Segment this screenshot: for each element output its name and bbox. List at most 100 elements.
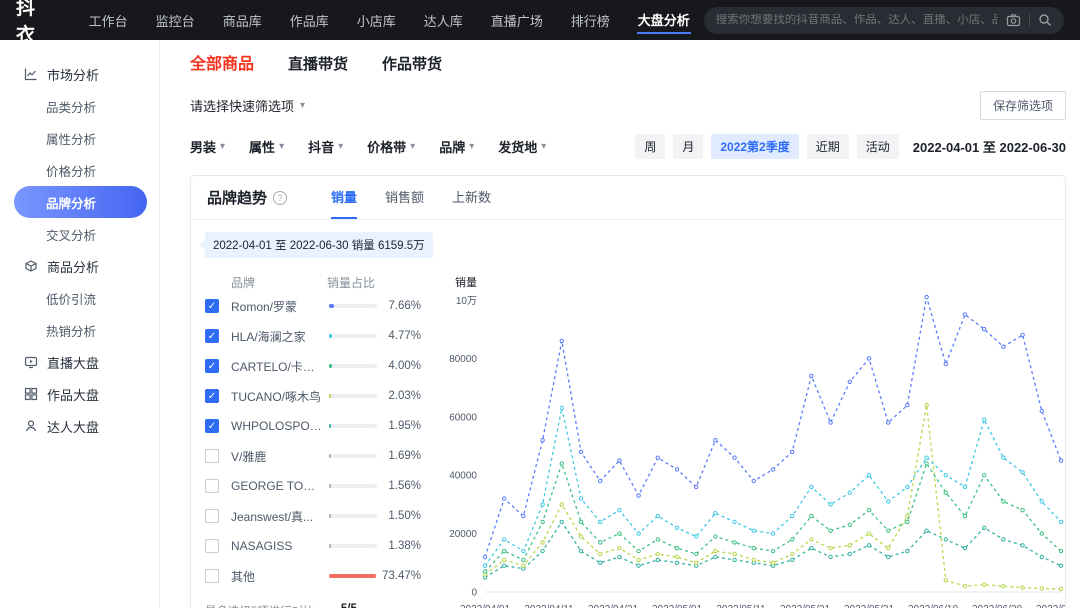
brand-checkbox[interactable]: ✓	[205, 299, 219, 313]
share-bar	[329, 484, 377, 488]
svg-text:销量: 销量	[455, 275, 477, 289]
sidebar-item-label: 品牌分析	[46, 196, 97, 211]
brand-row-9[interactable]: 其他 73.47%	[205, 561, 421, 591]
svg-text:2022/04/01: 2022/04/01	[460, 604, 510, 608]
brand-checkbox[interactable]: ✓	[205, 419, 219, 433]
series-line	[484, 407, 1062, 567]
time-chip-4[interactable]: 活动	[856, 134, 899, 159]
quick-filter-select[interactable]: 请选择快速筛选项 ▾	[190, 96, 305, 115]
svg-text:2022/05/01: 2022/05/01	[652, 604, 702, 608]
sidebar-item-3[interactable]: 价格分析	[0, 154, 159, 186]
search-input[interactable]	[715, 14, 998, 26]
sidebar-item-10[interactable]: 作品大盘	[0, 378, 159, 410]
brand-checkbox[interactable]: ✓	[205, 359, 219, 373]
brand-row-4[interactable]: ✓ WHPOLOSPOR... 1.95%	[205, 411, 421, 441]
nav-item-2[interactable]: 商品库	[222, 13, 262, 29]
image-search-icon[interactable]	[1006, 13, 1021, 27]
brand-row-5[interactable]: V/雅鹿 1.69%	[205, 441, 421, 471]
filter-dropdown-5[interactable]: 发货地 ▾	[498, 137, 546, 156]
trend-chart[interactable]: 销量 10万 0 20000 40000 60000 80000 2022/04/01 2022…	[433, 270, 1066, 608]
sidebar-item-8[interactable]: 热销分析	[0, 314, 159, 346]
nav-item-8[interactable]: 大盘分析	[636, 7, 691, 34]
brand-row-3[interactable]: ✓ TUCANO/啄木鸟 2.03%	[205, 381, 421, 411]
time-chip-3[interactable]: 近期	[806, 134, 849, 159]
nav-item-5[interactable]: 达人库	[423, 13, 463, 29]
time-chip-0[interactable]: 周	[635, 134, 666, 159]
date-range[interactable]: 2022-04-01 至 2022-06-30	[912, 140, 1066, 155]
search-divider	[1029, 14, 1030, 26]
sidebar-item-1[interactable]: 品类分析	[0, 90, 159, 122]
sidebar-item-label: 达人大盘	[47, 419, 100, 435]
top-nav: 抖衣 工作台 监控台 商品库 作品库 小店库 达人库 直播广场 排行榜 大盘分析	[0, 0, 1080, 46]
brand-row-8[interactable]: NASAGISS 1.38%	[205, 531, 421, 561]
brand-checkbox[interactable]	[205, 509, 219, 523]
app-logo[interactable]: 抖衣	[16, 0, 37, 46]
brand-row-6[interactable]: GEORGE TOM... 1.56%	[205, 471, 421, 501]
svg-text:2022/05/31: 2022/05/31	[844, 604, 894, 608]
sidebar-item-4[interactable]: 品牌分析	[14, 186, 147, 218]
sidebar-item-9[interactable]: 直播大盘	[0, 346, 159, 378]
sidebar-item-2[interactable]: 属性分析	[0, 122, 159, 154]
nav-item-0[interactable]: 工作台	[88, 13, 128, 29]
page-tab-1[interactable]: 直播带货	[288, 56, 349, 73]
chevron-down-icon: ▾	[410, 141, 416, 152]
save-filter-button[interactable]: 保存筛选项	[979, 91, 1066, 120]
brand-name: V/雅鹿	[231, 449, 267, 464]
metric-tab-1[interactable]: 销售额	[385, 190, 425, 205]
sidebar-item-11[interactable]: 达人大盘	[0, 410, 159, 442]
chevron-down-icon: ▾	[300, 100, 306, 111]
brand-row-2[interactable]: ✓ CARTELO/卡帝... 4.00%	[205, 351, 421, 381]
nav-item-6[interactable]: 直播广场	[490, 13, 543, 29]
share-percent: 1.56%	[388, 480, 421, 492]
brand-checkbox[interactable]	[205, 479, 219, 493]
brand-checkbox[interactable]: ✓	[205, 329, 219, 343]
brand-checkbox[interactable]	[205, 539, 219, 553]
filter-dropdown-3[interactable]: 价格带 ▾	[367, 137, 415, 156]
filter-dropdown-4[interactable]: 品牌 ▾	[439, 137, 474, 156]
col-header-share: 销量占比	[327, 276, 376, 290]
brand-name: HLA/海澜之家	[231, 329, 306, 344]
nav-item-3[interactable]: 作品库	[289, 13, 329, 29]
search-icon[interactable]	[1038, 13, 1052, 27]
brand-rows: ✓ Romon/罗蒙 7.66% ✓ HLA/海澜之家 4.77% ✓ CARTELO/卡帝.…	[205, 291, 421, 591]
info-icon[interactable]: ?	[273, 190, 288, 205]
sidebar-item-label: 品类分析	[46, 100, 97, 115]
nav-item-1[interactable]: 监控台	[155, 13, 195, 29]
brand-checkbox[interactable]	[205, 569, 219, 583]
share-percent: 2.03%	[388, 390, 421, 402]
nav-item-7[interactable]: 排行榜	[570, 13, 610, 29]
sidebar-item-0[interactable]: 市场分析	[0, 58, 159, 90]
filter-dropdowns: 男装 ▾ 属性 ▾ 抖音 ▾ 价格带 ▾ 品牌 ▾ 发货地 ▾	[190, 137, 546, 156]
col-header-brand: 品牌	[231, 276, 256, 290]
page-tab-0[interactable]: 全部商品	[190, 56, 255, 73]
share-bar	[329, 394, 377, 398]
share-bar-fill	[329, 514, 331, 518]
chevron-down-icon: ▾	[541, 141, 547, 152]
brand-row-1[interactable]: ✓ HLA/海澜之家 4.77%	[205, 321, 421, 351]
chevron-down-icon: ▾	[220, 141, 226, 152]
brand-checkbox[interactable]: ✓	[205, 389, 219, 403]
share-bar-fill	[329, 454, 331, 458]
nav-item-4[interactable]: 小店库	[356, 13, 396, 29]
sidebar-item-7[interactable]: 低价引流	[0, 282, 159, 314]
sidebar-item-6[interactable]: 商品分析	[0, 250, 159, 282]
brand-row-7[interactable]: Jeanswest/真... 1.50%	[205, 501, 421, 531]
sidebar-item-5[interactable]: 交叉分析	[0, 218, 159, 250]
time-chip-1[interactable]: 月	[673, 134, 704, 159]
filter-dropdown-0[interactable]: 男装 ▾	[190, 137, 225, 156]
metric-tab-0[interactable]: 销量	[331, 176, 358, 219]
sidebar-item-label: 商品分析	[47, 259, 100, 275]
time-chip-2[interactable]: 2022第2季度	[711, 134, 799, 159]
sidebar-item-label: 热销分析	[46, 324, 97, 339]
brand-checkbox[interactable]	[205, 449, 219, 463]
brand-name: CARTELO/卡帝...	[231, 359, 325, 374]
filter-dropdown-2[interactable]: 抖音 ▾	[308, 137, 343, 156]
svg-text:2022/04/11: 2022/04/11	[524, 604, 574, 608]
metric-tab-2[interactable]: 上新数	[452, 190, 492, 205]
sidebar-item-label: 低价引流	[46, 292, 97, 307]
svg-text:10万: 10万	[456, 296, 477, 307]
sidebar-item-label: 作品大盘	[47, 387, 100, 403]
page-tab-2[interactable]: 作品带货	[382, 56, 443, 73]
filter-dropdown-1[interactable]: 属性 ▾	[249, 137, 284, 156]
brand-row-0[interactable]: ✓ Romon/罗蒙 7.66%	[205, 291, 421, 321]
